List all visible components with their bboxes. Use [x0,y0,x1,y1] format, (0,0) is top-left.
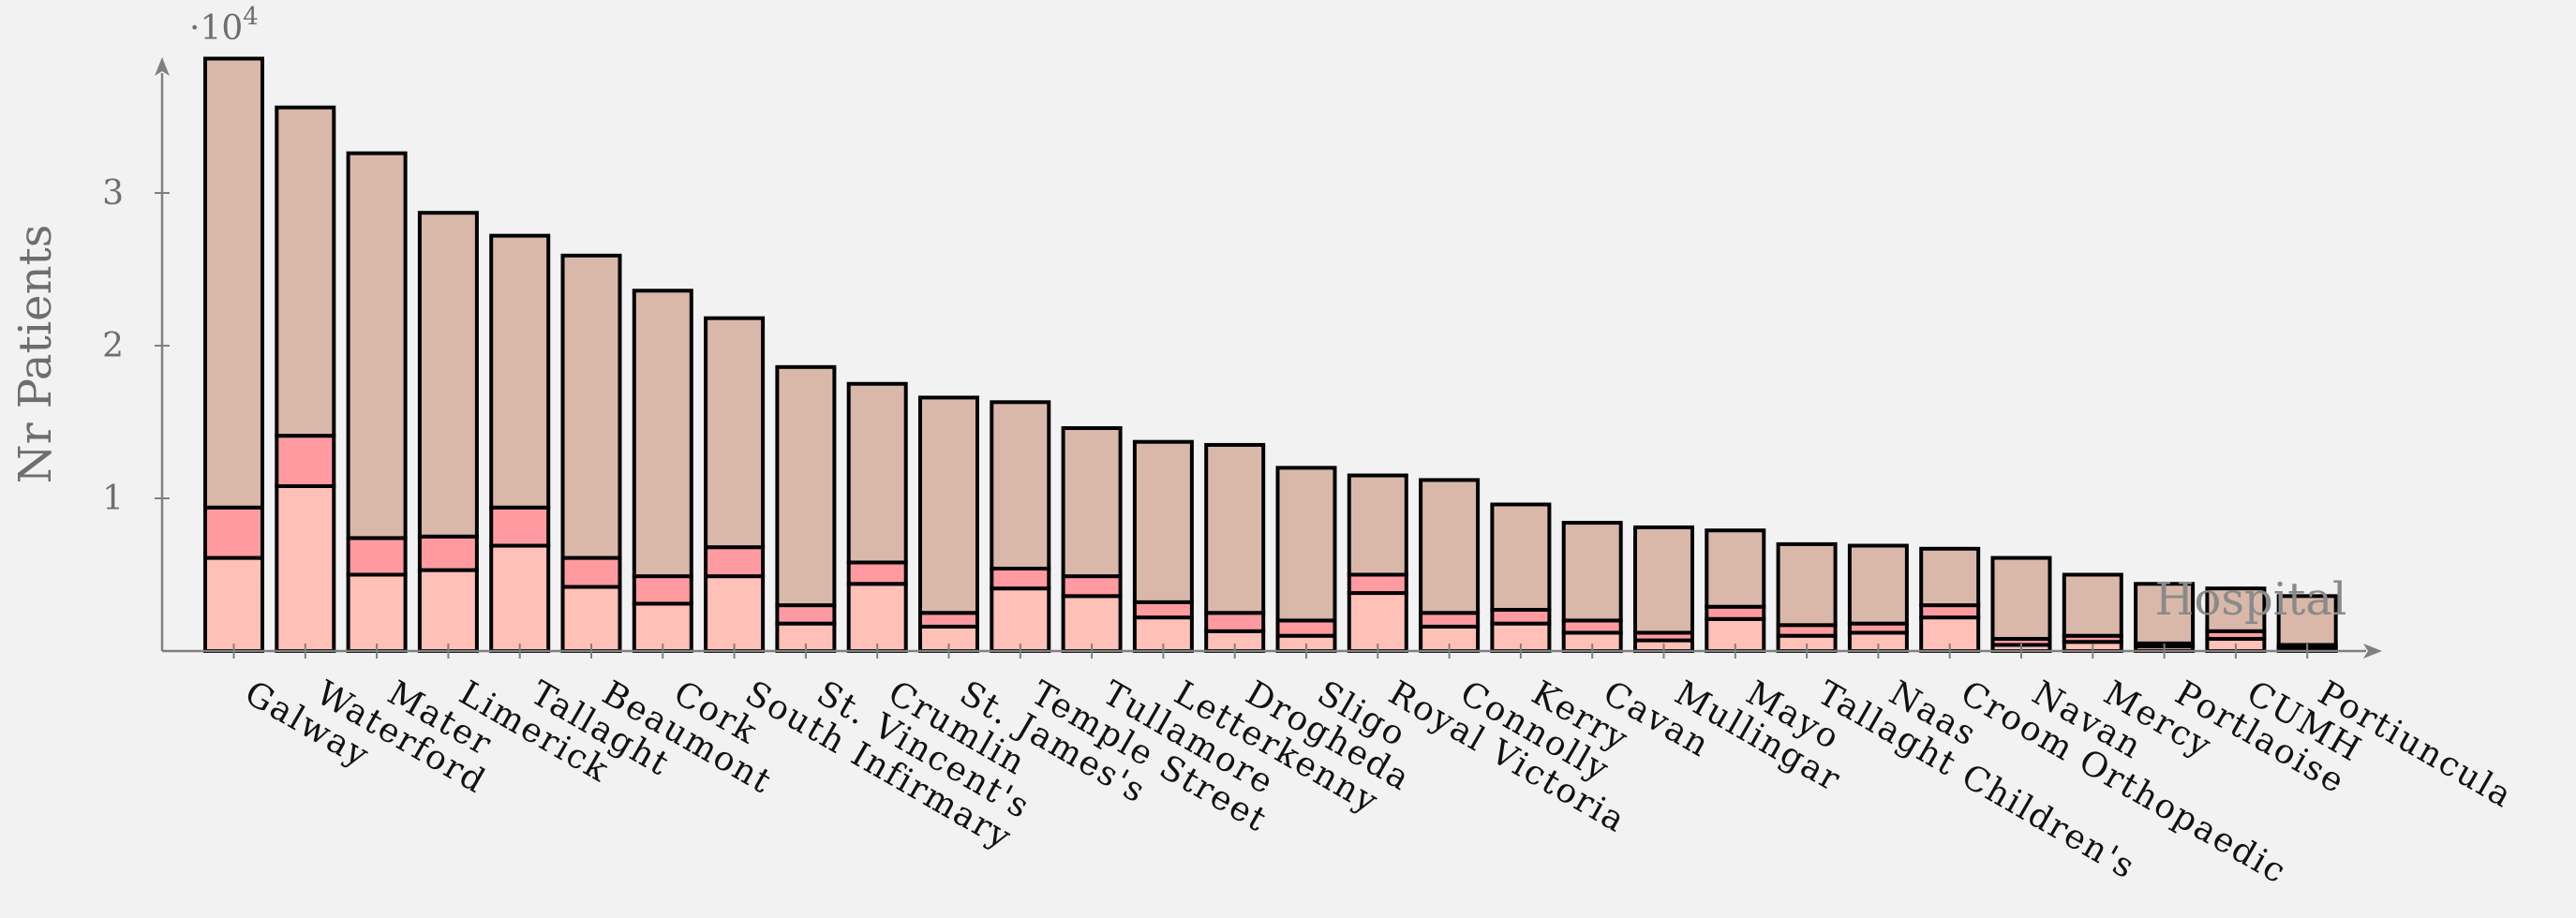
bar-segment [704,574,766,654]
bar-segment [990,586,1051,653]
bar-segment [560,253,622,560]
bar-segment [1490,502,1552,612]
y-axis-arrowhead [155,57,170,76]
bar-segment [2205,586,2267,633]
bar-segment [1419,611,1481,629]
bar-segment [1847,543,1909,626]
bar-segment [846,582,908,654]
bar-segment [489,233,551,510]
y-axis: 1 2 3 [102,174,170,518]
bar-segment [1705,528,1766,609]
x-tick-labels: GalwayWaterfordMaterLimerickTallaghtBeau… [238,674,2519,892]
bar-segment [1061,594,1123,654]
bar-segment [489,543,551,654]
bar-segment [1776,541,1838,628]
bar-segment [346,151,408,540]
bar-segment [846,560,908,586]
bar-segment [1204,611,1266,633]
bar-segment [846,381,908,565]
bar-segment [918,395,979,615]
bar-segment [275,483,336,654]
bar-segment [203,56,264,510]
bar-segment [1061,574,1123,599]
bar-segment [990,400,1051,570]
x-axis-arrowhead [2363,644,2382,659]
bar-segment [1419,478,1481,615]
bar-segment [417,211,479,539]
bar-segment [1204,442,1266,615]
bar-segment [704,545,766,579]
bar-segment [1633,525,1694,635]
bar-segment [417,568,479,653]
bar-segment [775,364,837,608]
bar-segment [1919,546,1981,608]
bar-segment [704,316,766,550]
bar-segment [203,505,264,560]
y-axis-title: Nr Patients [9,225,62,484]
y-tick-label: 3 [102,174,124,213]
bar-segment [489,505,551,548]
y-tick-label: 2 [102,327,124,365]
y-multiplier-label: ·104 [189,3,259,48]
bar-segment [1061,426,1123,579]
y-tick-label: 1 [102,480,124,518]
bar-segment [1132,600,1194,620]
bar-segment [2134,582,2196,645]
bar-segment [990,566,1051,591]
bar-segment [1490,607,1552,626]
bar-segment [1347,572,1408,596]
bar-segment [918,611,979,629]
bar-segment [560,585,622,653]
bar-segment [1275,466,1337,623]
bar-segment [1990,555,2052,641]
bars-layer [203,56,2338,654]
bar-segment [1132,439,1194,604]
bar-segment [632,574,693,606]
bar-segment [346,536,408,577]
bar-segment [275,434,336,488]
bar-segment [1561,521,1623,623]
bar-segment [203,555,264,654]
x-axis-title: Hospital [2155,573,2347,626]
bar-segment [1347,591,1408,653]
bar-segment [346,572,408,653]
bar-segment [1347,473,1408,577]
bar-segment [560,555,622,589]
bar-segment [275,105,336,438]
bar-segment [2062,572,2123,638]
bar-segment [417,534,479,572]
bar-segment [632,289,693,579]
bar-segment [1275,618,1337,638]
bar-segment [775,603,837,626]
